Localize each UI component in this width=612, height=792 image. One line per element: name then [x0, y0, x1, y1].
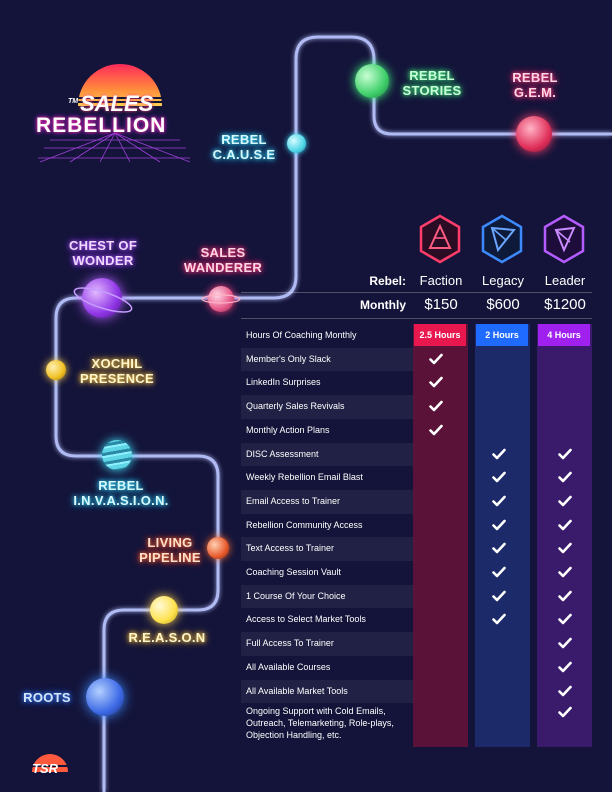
- reason-planet: [150, 596, 178, 624]
- hours-badge-leader: 4 Hours: [538, 324, 590, 346]
- rebel-gem-label: REBEL G.E.M.: [512, 70, 558, 100]
- check-icon: [429, 400, 443, 412]
- hours-badge-faction: 2.5 Hours: [414, 324, 466, 346]
- roots-label: ROOTS: [23, 690, 71, 705]
- check-icon: [492, 448, 506, 459]
- logo-sales: SALES: [80, 91, 154, 116]
- check-icon: [558, 661, 572, 673]
- check-icon: [429, 424, 443, 436]
- check-icon: [492, 495, 506, 507]
- check-icon: [558, 448, 572, 459]
- rebel-stories-label: REBEL STORIES: [402, 68, 462, 98]
- rebel-stories-planet: [355, 64, 389, 98]
- sales-rebellion-logo: TM SALES REBELLION: [30, 58, 191, 163]
- sales-wanderer-planet: [208, 286, 234, 312]
- legacy-column: [475, 324, 530, 747]
- price-leader: $1200: [544, 296, 586, 313]
- feature-row: Full Access To Trainer: [241, 632, 413, 656]
- price-faction: $150: [424, 296, 458, 313]
- rebel-invasion-label: REBEL I.N.V.A.S.I.O.N.: [73, 478, 169, 508]
- feature-row: Quarterly Sales Revivals: [241, 395, 413, 419]
- sales-wanderer-label: SALES WANDERER: [183, 245, 263, 275]
- feature-row: LinkedIn Surprises: [246, 377, 321, 388]
- faction-hex-icon: [419, 214, 461, 264]
- tsr-text: TSR: [32, 761, 58, 776]
- check-icon: [429, 353, 443, 364]
- check-icon: [558, 706, 572, 718]
- logo-tm: TM: [68, 98, 79, 105]
- check-icon: [558, 614, 572, 625]
- feature-row: Coaching Session Vault: [246, 567, 341, 577]
- reason-label: R.E.A.S.O.N: [128, 630, 206, 645]
- feature-row: 1 Course Of Your Choice: [241, 584, 413, 609]
- feature-row: Weekly Rebellion Email Blast: [246, 472, 363, 483]
- check-icon: [558, 566, 572, 578]
- check-icon: [558, 542, 572, 554]
- price-legacy: $600: [486, 296, 520, 313]
- roots-planet: [86, 678, 124, 716]
- feature-row-ongoing-support: Ongoing Support with Cold Emails, Outrea…: [246, 706, 394, 740]
- rebel-cause-label: REBEL C.A.U.S.E: [212, 132, 276, 162]
- feature-row: Hours Of Coaching Monthly: [246, 330, 357, 340]
- check-icon: [492, 542, 506, 554]
- tier-name-legacy: Legacy: [482, 273, 524, 288]
- tier-name-leader: Leader: [544, 273, 586, 288]
- tier-name-faction: Faction: [419, 273, 463, 288]
- monthly-label: Monthly: [360, 298, 406, 312]
- leader-column: [537, 324, 592, 747]
- feature-row: Monthly Action Plans: [246, 424, 330, 435]
- feature-row: Rebellion Community Access: [246, 519, 363, 530]
- living-pipeline-label: LIVING PIPELINE: [139, 535, 201, 565]
- header-divider: [241, 292, 592, 293]
- check-icon: [429, 377, 443, 388]
- check-icon: [558, 519, 572, 530]
- feature-row: Email Access to Trainer: [241, 489, 413, 514]
- leader-hex-icon: [543, 214, 585, 264]
- feature-row: All Available Market Tools: [241, 679, 413, 704]
- xochil-presence-label: XOCHIL PRESENCE: [80, 356, 154, 386]
- chest-of-wonder-label: CHEST OF WONDER: [68, 238, 138, 268]
- feature-row: Member's Only Slack: [241, 347, 413, 372]
- rebel-cause-planet: [287, 134, 306, 153]
- feature-row: DISC Assessment: [241, 442, 413, 467]
- check-icon: [492, 566, 506, 578]
- check-icon: [492, 590, 506, 601]
- check-icon: [492, 614, 506, 625]
- price-divider: [241, 318, 592, 319]
- check-icon: [558, 637, 572, 649]
- logo-rebellion: REBELLION: [36, 114, 167, 137]
- xochil-presence-planet: [46, 360, 66, 380]
- sunset-grid-icon: [38, 64, 191, 163]
- tsr-footer-logo: TSR: [28, 752, 72, 784]
- check-icon: [492, 471, 506, 483]
- check-icon: [558, 590, 572, 601]
- rebel-label: Rebel:: [369, 274, 406, 288]
- chest-of-wonder-ring-icon: [73, 287, 133, 313]
- tsr-sun-icon: [32, 754, 68, 772]
- check-icon: [558, 471, 572, 483]
- rebel-gem-planet: [516, 116, 552, 152]
- legacy-hex-icon: [481, 214, 523, 264]
- feature-row: Text Access to Trainer: [241, 537, 413, 561]
- feature-row: Access to Select Market Tools: [246, 614, 366, 625]
- check-icon: [492, 519, 506, 530]
- feature-row: All Available Courses: [246, 661, 331, 672]
- check-icon: [558, 495, 572, 507]
- faction-column: [413, 324, 468, 747]
- hours-badge-legacy: 2 Hours: [476, 324, 528, 346]
- check-icon: [558, 685, 572, 696]
- rebel-invasion-planet: [102, 440, 132, 470]
- living-pipeline-planet: [207, 537, 229, 559]
- sales-wanderer-ring-icon: [201, 294, 241, 304]
